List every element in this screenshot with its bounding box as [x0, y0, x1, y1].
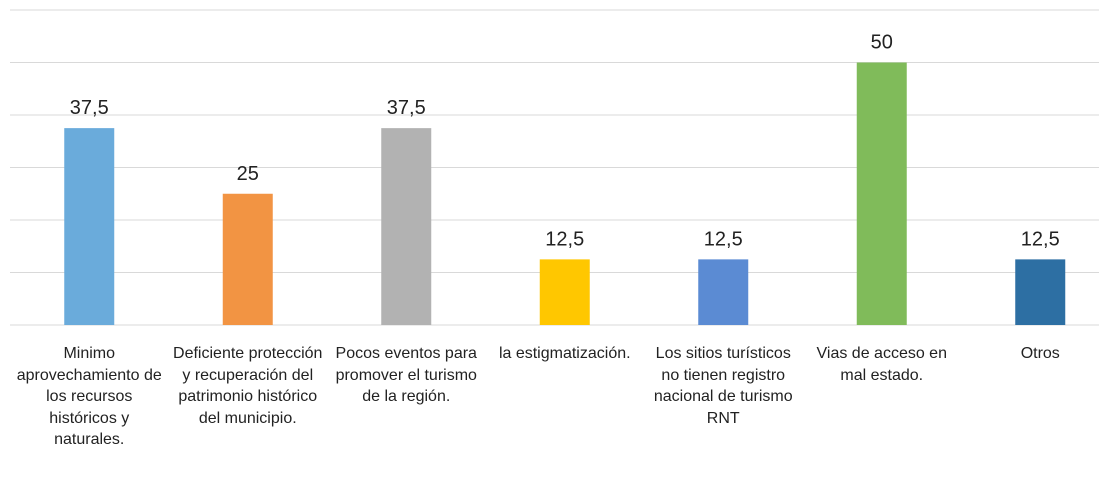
bar — [856, 62, 907, 325]
x-tick-label: Pocos eventos para promover el turismo d… — [335, 345, 477, 405]
bar — [539, 259, 590, 325]
data-label: 25 — [237, 163, 259, 185]
x-tick-label: la estigmatización. — [498, 345, 631, 362]
x-tick-label: Vias de acceso en mal estado. — [816, 345, 947, 384]
data-label: 12,5 — [1021, 228, 1060, 250]
x-tick-label: Otros — [1020, 345, 1060, 362]
data-label: 12,5 — [545, 228, 584, 250]
data-label: 50 — [871, 32, 893, 54]
bar — [698, 259, 749, 325]
bar — [64, 128, 115, 325]
bar — [222, 193, 273, 325]
x-tick-label: Minimo aprovechamiento de los recursos h… — [16, 345, 162, 448]
bar — [1015, 259, 1066, 325]
bar — [381, 128, 432, 325]
x-tick-label: Deficiente protección y recuperación del… — [173, 345, 323, 427]
data-label: 37,5 — [387, 97, 426, 119]
data-label: 37,5 — [70, 97, 109, 119]
data-label: 12,5 — [704, 228, 743, 250]
x-tick-label: Los sitios turísticos no tienen registro… — [653, 345, 793, 427]
